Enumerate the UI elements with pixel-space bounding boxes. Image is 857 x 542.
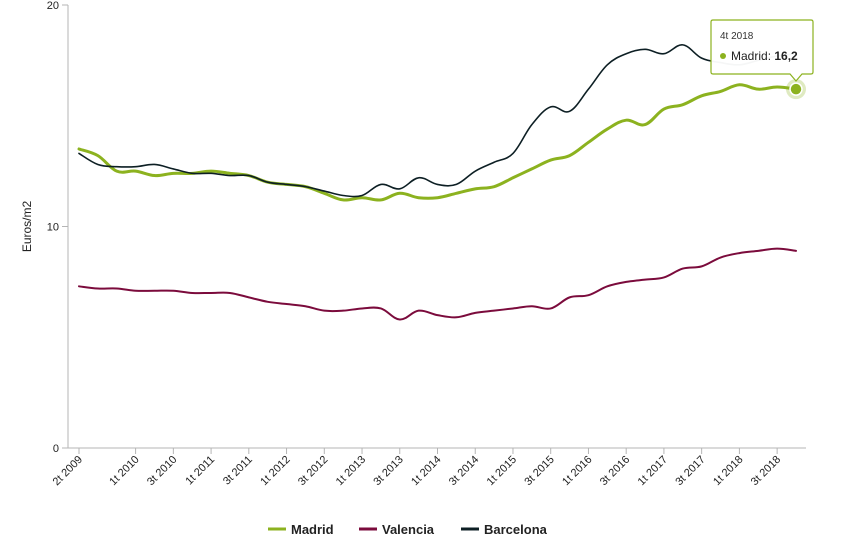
y-tick-label: 0 [53,443,59,455]
x-tick-label: 3t 2017 [673,454,707,488]
x-tick-label: 1t 2018 [711,454,745,488]
tooltip: 4t 2018 Madrid: 16,2 [710,19,814,82]
tooltip-title: 4t 2018 [720,31,754,42]
tooltip-body: Madrid: 16,2 [731,49,798,63]
x-tick-label: 1t 2014 [409,454,443,488]
x-tick-label: 3t 2011 [221,454,255,488]
x-tick-label: 1t 2011 [183,454,217,488]
x-tick-label: 3t 2013 [371,454,405,488]
y-tick-label: 20 [47,0,59,12]
x-tick-label: 1t 2012 [258,454,292,488]
y-tick-label: 10 [47,222,59,234]
x-tick-label: 1t 2010 [107,454,141,488]
legend-label-barcelona: Barcelona [484,522,548,537]
tooltip-dot [720,53,726,59]
x-tick-label: 1t 2016 [560,454,594,488]
series-line-valencia [78,247,797,321]
x-tick-label: 3t 2014 [447,454,481,488]
legend: Madrid Valencia Barcelona [268,522,548,537]
x-tick-label: 3t 2012 [296,454,330,488]
tooltip-value: 16,2 [774,49,798,63]
legend-label-madrid: Madrid [291,522,334,537]
x-tick-label: 3t 2018 [749,454,783,488]
highlight-point [789,82,803,96]
y-axis-title: Euros/m2 [20,201,34,253]
x-tick-label: 3t 2015 [522,454,556,488]
legend-label-valencia: Valencia [382,522,435,537]
series-layer [77,44,806,321]
x-tick-label: 3t 2010 [145,454,179,488]
x-tick-label: 2t 2009 [51,454,85,488]
tooltip-series-name: Madrid [731,49,768,63]
x-tick-label: 1t 2017 [636,454,670,488]
x-tick-label: 1t 2013 [334,454,368,488]
x-tick-label: 1t 2015 [485,454,519,488]
series-line-madrid [77,83,798,202]
series-line-barcelona [78,44,797,198]
tooltip-box [710,19,814,82]
x-tick-label: 3t 2016 [598,454,632,488]
